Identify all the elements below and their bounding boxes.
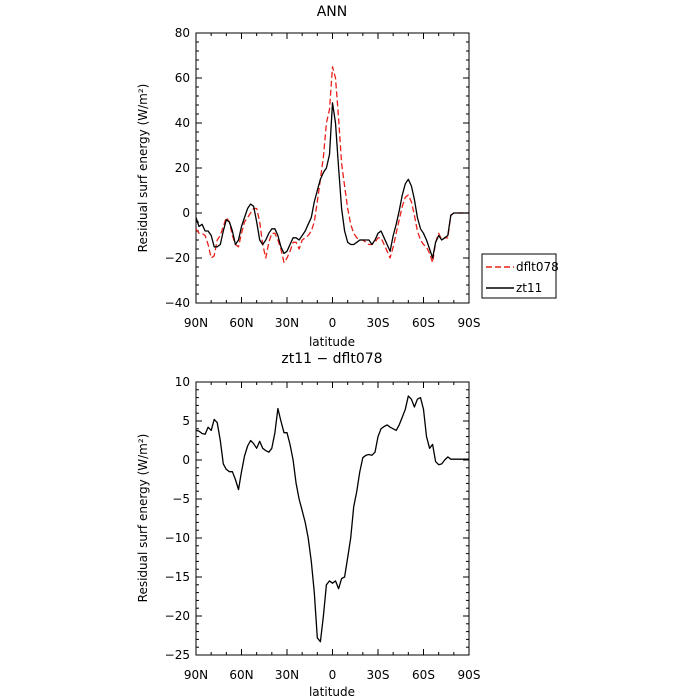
x-tick-labels: 90N 60N 30N 0 30S 60S 90S bbox=[184, 316, 481, 330]
y-tick-label: −25 bbox=[165, 648, 190, 662]
y-tick-label: 60 bbox=[175, 71, 190, 85]
x-axis-label: latitude bbox=[309, 685, 355, 699]
chart-title: ANN bbox=[317, 4, 348, 20]
chart-title: zt11 − dflt078 bbox=[281, 351, 382, 367]
y-tick-labels: −40 −20 0 20 40 60 80 bbox=[165, 26, 190, 310]
y-tick-label: −5 bbox=[172, 492, 190, 506]
legend-box bbox=[481, 253, 557, 299]
y-tick-labels: −25 −20 −15 −10 −5 0 5 10 bbox=[165, 375, 190, 662]
series-line-dflt078 bbox=[195, 66, 469, 264]
x-tick-label: 30S bbox=[367, 316, 390, 330]
x-tick-label: 30N bbox=[275, 316, 299, 330]
x-tick-label: 30S bbox=[367, 668, 390, 682]
series-line-series-0 bbox=[195, 395, 469, 643]
y-tick-label: 10 bbox=[175, 375, 190, 389]
plot-frame bbox=[195, 381, 470, 656]
legend-label-zt11: zt11 bbox=[516, 281, 542, 295]
y-tick-label: 80 bbox=[175, 26, 190, 40]
y-tick-label: 0 bbox=[182, 206, 190, 220]
x-tick-label: 60N bbox=[229, 316, 253, 330]
panel-bottom: zt11 − dflt078 90N 60N 30N 0 30S 60S 90S −25−2… bbox=[136, 351, 480, 699]
axis-ticks bbox=[195, 381, 470, 656]
y-tick-label: −40 bbox=[165, 296, 190, 310]
x-tick-labels: 90N 60N 30N 0 30S 60S 90S bbox=[184, 668, 481, 682]
series-lines bbox=[195, 395, 469, 643]
y-axis-label: Residual surf energy (W/m²) bbox=[136, 434, 150, 603]
y-tick-label: −10 bbox=[165, 531, 190, 545]
y-tick-label: 0 bbox=[182, 453, 190, 467]
x-tick-label: 90S bbox=[458, 316, 481, 330]
series-line-zt11 bbox=[195, 102, 469, 259]
x-tick-label: 60S bbox=[412, 668, 435, 682]
y-axis-label: Residual surf energy (W/m²) bbox=[136, 84, 150, 253]
x-tick-label: 90S bbox=[458, 668, 481, 682]
y-tick-label: −15 bbox=[165, 570, 190, 584]
x-tick-label: 60N bbox=[229, 668, 253, 682]
y-tick-label: 20 bbox=[175, 161, 190, 175]
legend: dflt078 zt11 bbox=[481, 253, 559, 299]
y-tick-label: −20 bbox=[165, 251, 190, 265]
x-tick-label: 90N bbox=[184, 316, 208, 330]
x-tick-label: 0 bbox=[329, 668, 337, 682]
x-axis-label: latitude bbox=[309, 335, 355, 349]
y-tick-label: −20 bbox=[165, 609, 190, 623]
legend-label-dflt078: dflt078 bbox=[516, 260, 559, 274]
x-tick-label: 30N bbox=[275, 668, 299, 682]
panel-top: ANN 90N 60N 30N 0 30S 60S 90S −40−20020406080 … bbox=[136, 4, 559, 349]
x-tick-label: 90N bbox=[184, 668, 208, 682]
x-tick-label: 60S bbox=[412, 316, 435, 330]
y-tick-label: 40 bbox=[175, 116, 190, 130]
x-tick-label: 0 bbox=[329, 316, 337, 330]
series-lines bbox=[195, 66, 469, 264]
y-tick-label: 5 bbox=[182, 414, 190, 428]
